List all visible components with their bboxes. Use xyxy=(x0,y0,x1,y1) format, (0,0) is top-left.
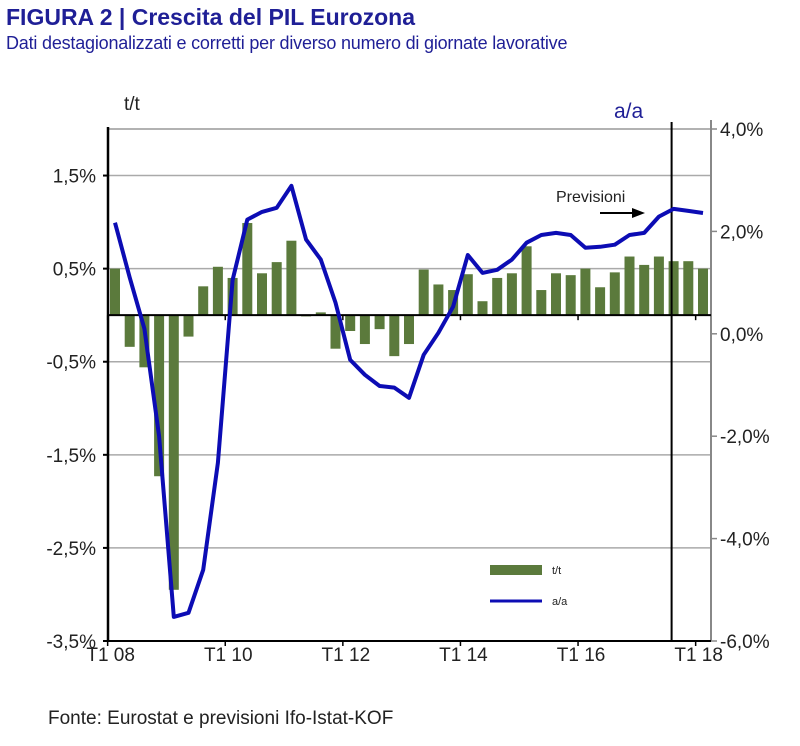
bar-t-t xyxy=(477,301,488,316)
left-tick-label: 0,5% xyxy=(53,260,96,281)
left-tick-label: -1,5% xyxy=(46,446,96,467)
bar-t-t xyxy=(154,315,165,477)
chart-title: FIGURA 2 | Crescita del PIL Eurozona xyxy=(6,4,416,30)
bar-t-t xyxy=(536,290,547,316)
right-tick-label: 2,0% xyxy=(720,222,763,243)
bar-t-t xyxy=(683,261,694,316)
x-tick-label: T1 10 xyxy=(204,645,253,666)
bar-t-t xyxy=(315,312,326,316)
x-tick-label: T1 14 xyxy=(439,645,488,666)
x-tick-label: T1 16 xyxy=(557,645,606,666)
bar-t-t xyxy=(492,277,503,316)
right-axis-label: a/a xyxy=(614,100,644,123)
left-axis-label: t/t xyxy=(124,94,141,115)
right-tick-label: -6,0% xyxy=(720,632,770,653)
legend-swatch-bar xyxy=(490,565,542,575)
x-tick-label: T1 12 xyxy=(322,645,371,666)
bar-t-t xyxy=(521,246,532,316)
bar-t-t xyxy=(242,223,253,316)
bar-t-t xyxy=(168,315,179,590)
bar-t-t xyxy=(698,268,708,316)
series-line-a-a xyxy=(113,183,704,619)
bar-t-t xyxy=(286,240,297,316)
legend-label-a-a: a/a xyxy=(552,596,568,608)
bar-t-t xyxy=(433,284,444,316)
bar-t-t xyxy=(624,256,635,316)
legend-label-t-t: t/t xyxy=(552,565,561,577)
right-tick-label: 0,0% xyxy=(720,325,763,346)
bar-t-t xyxy=(668,261,679,316)
bar-t-t xyxy=(183,315,194,337)
bar-t-t xyxy=(212,266,223,316)
forecast-arrow xyxy=(600,208,645,218)
bar-t-t xyxy=(609,272,620,316)
left-tick-label: -2,5% xyxy=(46,539,96,560)
left-tick-label: -0,5% xyxy=(46,353,96,374)
chart-subtitle: Dati destagionalizzati e corretti per di… xyxy=(6,33,568,53)
bar-t-t xyxy=(418,269,429,316)
bar-t-t xyxy=(595,287,606,316)
bar-t-t xyxy=(462,274,473,316)
right-tick-label: -4,0% xyxy=(720,530,770,551)
source-note: Fonte: Eurostat e previsioni Ifo-Istat-K… xyxy=(48,708,394,729)
legend: t/t a/a xyxy=(490,565,568,608)
bar-t-t xyxy=(653,256,664,316)
forecast-annotation: Previsioni xyxy=(556,189,625,206)
bar-t-t xyxy=(389,315,400,357)
bar-t-t xyxy=(506,273,517,316)
bar-t-t xyxy=(551,273,561,316)
left-tick-label: 1,5% xyxy=(53,167,96,188)
bar-t-t xyxy=(110,268,120,316)
bar-t-t xyxy=(330,315,341,349)
bar-t-t xyxy=(404,315,414,345)
x-tick-label: T1 08 xyxy=(86,645,135,666)
bar-t-t xyxy=(345,315,356,332)
bar-t-t xyxy=(565,275,576,316)
x-tick-label: T1 18 xyxy=(674,645,723,666)
bar-t-t xyxy=(271,262,282,316)
bar-t-t xyxy=(257,273,267,316)
left-tick-label: -3,5% xyxy=(46,632,96,653)
bar-t-t xyxy=(639,264,650,316)
bar-t-t xyxy=(374,315,385,330)
bar-t-t xyxy=(198,286,209,316)
right-tick-label: 4,0% xyxy=(720,120,763,141)
bar-t-t xyxy=(359,315,370,345)
bar-t-t xyxy=(580,268,591,316)
right-tick-label: -2,0% xyxy=(720,427,770,448)
bar-t-t xyxy=(124,315,135,347)
